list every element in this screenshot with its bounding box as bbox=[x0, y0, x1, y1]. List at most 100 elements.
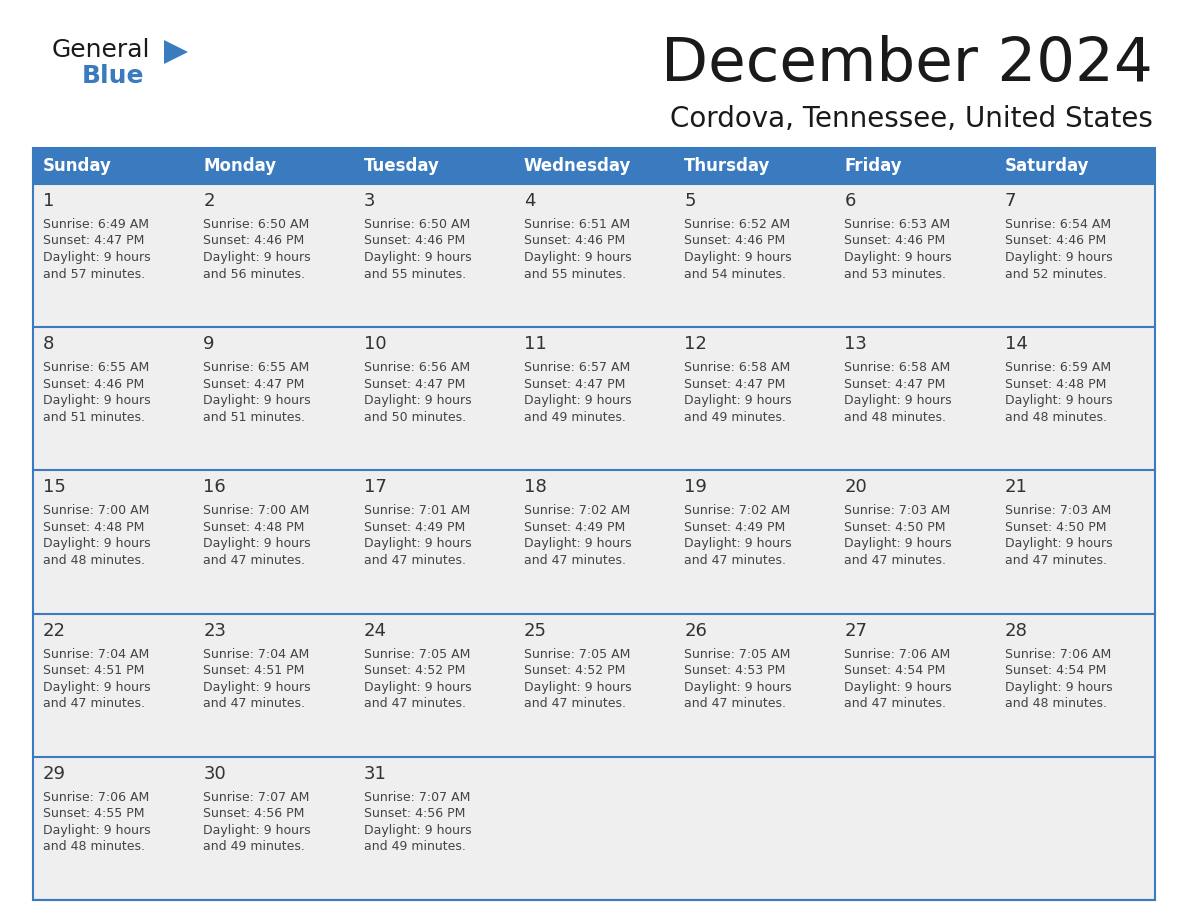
Text: 21: 21 bbox=[1005, 478, 1028, 497]
Text: 27: 27 bbox=[845, 621, 867, 640]
Text: 25: 25 bbox=[524, 621, 546, 640]
Text: 18: 18 bbox=[524, 478, 546, 497]
Text: and 55 minutes.: and 55 minutes. bbox=[524, 267, 626, 281]
Text: Daylight: 9 hours: Daylight: 9 hours bbox=[1005, 537, 1112, 551]
Text: and 47 minutes.: and 47 minutes. bbox=[845, 697, 947, 711]
Text: and 55 minutes.: and 55 minutes. bbox=[364, 267, 466, 281]
Text: Sunset: 4:52 PM: Sunset: 4:52 PM bbox=[364, 664, 465, 677]
Text: December 2024: December 2024 bbox=[662, 35, 1154, 94]
Bar bbox=[33, 327, 1155, 470]
Text: Daylight: 9 hours: Daylight: 9 hours bbox=[203, 251, 311, 264]
Text: Sunrise: 7:03 AM: Sunrise: 7:03 AM bbox=[845, 504, 950, 518]
Text: Sunset: 4:47 PM: Sunset: 4:47 PM bbox=[43, 234, 145, 248]
Bar bbox=[33, 184, 1155, 327]
Text: Sunset: 4:46 PM: Sunset: 4:46 PM bbox=[364, 234, 465, 248]
Text: Sunset: 4:54 PM: Sunset: 4:54 PM bbox=[1005, 664, 1106, 677]
Text: and 57 minutes.: and 57 minutes. bbox=[43, 267, 145, 281]
Text: 4: 4 bbox=[524, 192, 536, 210]
Text: General: General bbox=[52, 38, 151, 62]
Text: Sunset: 4:52 PM: Sunset: 4:52 PM bbox=[524, 664, 625, 677]
Text: 5: 5 bbox=[684, 192, 696, 210]
Text: Sunset: 4:55 PM: Sunset: 4:55 PM bbox=[43, 807, 145, 821]
Text: 29: 29 bbox=[43, 765, 67, 783]
Text: Sunset: 4:49 PM: Sunset: 4:49 PM bbox=[364, 521, 465, 534]
Polygon shape bbox=[164, 40, 188, 64]
Text: Daylight: 9 hours: Daylight: 9 hours bbox=[524, 680, 632, 694]
Text: and 47 minutes.: and 47 minutes. bbox=[684, 697, 786, 711]
Text: and 53 minutes.: and 53 minutes. bbox=[845, 267, 947, 281]
Text: Daylight: 9 hours: Daylight: 9 hours bbox=[684, 537, 791, 551]
Text: Sunrise: 6:59 AM: Sunrise: 6:59 AM bbox=[1005, 361, 1111, 375]
Text: Sunset: 4:49 PM: Sunset: 4:49 PM bbox=[524, 521, 625, 534]
Text: Daylight: 9 hours: Daylight: 9 hours bbox=[364, 823, 472, 837]
Text: Sunrise: 6:55 AM: Sunrise: 6:55 AM bbox=[43, 361, 150, 375]
Bar bbox=[33, 756, 1155, 900]
Text: 13: 13 bbox=[845, 335, 867, 353]
Text: 6: 6 bbox=[845, 192, 855, 210]
Text: Daylight: 9 hours: Daylight: 9 hours bbox=[524, 537, 632, 551]
Text: and 51 minutes.: and 51 minutes. bbox=[43, 410, 145, 424]
Text: Sunrise: 7:07 AM: Sunrise: 7:07 AM bbox=[364, 790, 470, 804]
Bar bbox=[354, 148, 514, 184]
Text: and 48 minutes.: and 48 minutes. bbox=[1005, 697, 1107, 711]
Text: Sunrise: 6:55 AM: Sunrise: 6:55 AM bbox=[203, 361, 310, 375]
Text: Monday: Monday bbox=[203, 157, 277, 175]
Text: Sunset: 4:48 PM: Sunset: 4:48 PM bbox=[203, 521, 304, 534]
Text: Blue: Blue bbox=[82, 64, 145, 88]
Text: Daylight: 9 hours: Daylight: 9 hours bbox=[364, 537, 472, 551]
Text: and 47 minutes.: and 47 minutes. bbox=[524, 697, 626, 711]
Text: Daylight: 9 hours: Daylight: 9 hours bbox=[43, 251, 151, 264]
Text: 15: 15 bbox=[43, 478, 65, 497]
Text: 8: 8 bbox=[43, 335, 55, 353]
Text: 17: 17 bbox=[364, 478, 386, 497]
Text: Daylight: 9 hours: Daylight: 9 hours bbox=[203, 394, 311, 408]
Text: Sunset: 4:46 PM: Sunset: 4:46 PM bbox=[43, 377, 144, 391]
Text: Sunrise: 6:58 AM: Sunrise: 6:58 AM bbox=[684, 361, 790, 375]
Text: 22: 22 bbox=[43, 621, 67, 640]
Text: 7: 7 bbox=[1005, 192, 1016, 210]
Text: Friday: Friday bbox=[845, 157, 902, 175]
Bar bbox=[834, 148, 994, 184]
Text: Sunday: Sunday bbox=[43, 157, 112, 175]
Text: and 52 minutes.: and 52 minutes. bbox=[1005, 267, 1107, 281]
Text: 28: 28 bbox=[1005, 621, 1028, 640]
Text: Sunset: 4:51 PM: Sunset: 4:51 PM bbox=[203, 664, 304, 677]
Text: Daylight: 9 hours: Daylight: 9 hours bbox=[43, 680, 151, 694]
Text: 26: 26 bbox=[684, 621, 707, 640]
Text: Sunset: 4:47 PM: Sunset: 4:47 PM bbox=[524, 377, 625, 391]
Text: Sunrise: 6:52 AM: Sunrise: 6:52 AM bbox=[684, 218, 790, 231]
Text: Daylight: 9 hours: Daylight: 9 hours bbox=[203, 537, 311, 551]
Text: Sunrise: 7:00 AM: Sunrise: 7:00 AM bbox=[43, 504, 150, 518]
Text: 2: 2 bbox=[203, 192, 215, 210]
Text: Sunset: 4:47 PM: Sunset: 4:47 PM bbox=[364, 377, 465, 391]
Bar bbox=[33, 148, 194, 184]
Text: Daylight: 9 hours: Daylight: 9 hours bbox=[364, 680, 472, 694]
Text: 3: 3 bbox=[364, 192, 375, 210]
Text: Sunset: 4:56 PM: Sunset: 4:56 PM bbox=[203, 807, 304, 821]
Text: Sunset: 4:50 PM: Sunset: 4:50 PM bbox=[845, 521, 946, 534]
Text: Daylight: 9 hours: Daylight: 9 hours bbox=[524, 251, 632, 264]
Text: Sunset: 4:48 PM: Sunset: 4:48 PM bbox=[1005, 377, 1106, 391]
Text: Sunset: 4:47 PM: Sunset: 4:47 PM bbox=[684, 377, 785, 391]
Text: and 48 minutes.: and 48 minutes. bbox=[43, 840, 145, 854]
Text: Daylight: 9 hours: Daylight: 9 hours bbox=[684, 394, 791, 408]
Text: Sunrise: 7:04 AM: Sunrise: 7:04 AM bbox=[203, 647, 310, 661]
Text: Sunrise: 7:03 AM: Sunrise: 7:03 AM bbox=[1005, 504, 1111, 518]
Text: Sunrise: 6:51 AM: Sunrise: 6:51 AM bbox=[524, 218, 630, 231]
Bar bbox=[33, 148, 1155, 900]
Text: Sunset: 4:46 PM: Sunset: 4:46 PM bbox=[524, 234, 625, 248]
Text: Sunrise: 7:07 AM: Sunrise: 7:07 AM bbox=[203, 790, 310, 804]
Text: and 47 minutes.: and 47 minutes. bbox=[684, 554, 786, 567]
Text: Daylight: 9 hours: Daylight: 9 hours bbox=[203, 680, 311, 694]
Text: Daylight: 9 hours: Daylight: 9 hours bbox=[1005, 394, 1112, 408]
Text: Sunset: 4:48 PM: Sunset: 4:48 PM bbox=[43, 521, 145, 534]
Text: Sunset: 4:50 PM: Sunset: 4:50 PM bbox=[1005, 521, 1106, 534]
Text: Sunrise: 7:04 AM: Sunrise: 7:04 AM bbox=[43, 647, 150, 661]
Text: 14: 14 bbox=[1005, 335, 1028, 353]
Bar bbox=[33, 470, 1155, 613]
Text: Sunrise: 6:57 AM: Sunrise: 6:57 AM bbox=[524, 361, 630, 375]
Text: Sunset: 4:56 PM: Sunset: 4:56 PM bbox=[364, 807, 465, 821]
Text: 10: 10 bbox=[364, 335, 386, 353]
Bar bbox=[514, 148, 674, 184]
Text: and 48 minutes.: and 48 minutes. bbox=[845, 410, 947, 424]
